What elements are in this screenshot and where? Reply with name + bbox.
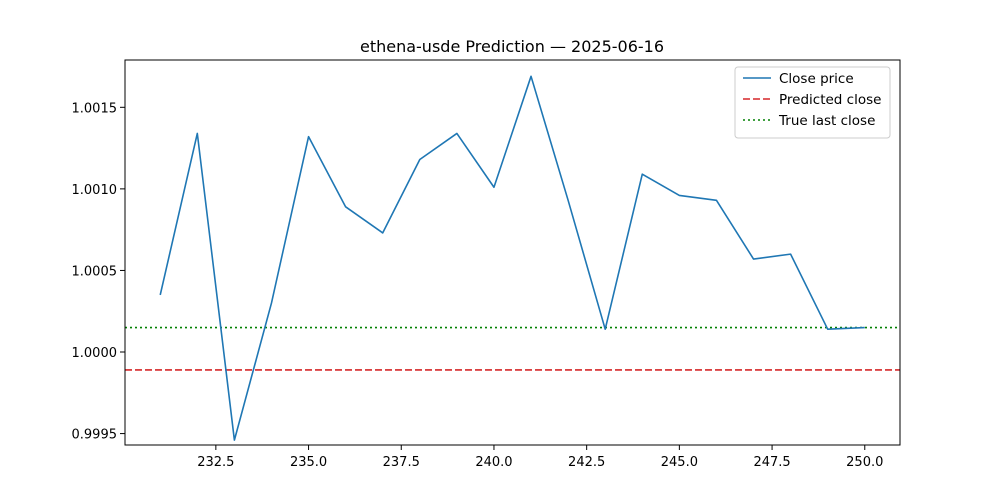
data-point [492,185,496,189]
data-point [677,193,681,197]
x-tick-label: 232.5 [197,455,234,470]
data-point [603,327,607,331]
series-line-close-price [159,75,865,441]
data-point [269,301,273,305]
reference-lines [125,326,900,371]
legend: Close price Predicted close True last clos… [734,66,891,139]
x-tick-label: 237.5 [383,455,420,470]
data-point [307,135,311,139]
data-point [195,131,199,135]
x-tick-label: 250.0 [846,455,883,470]
y-tick-label: 1.0005 [72,264,118,279]
data-point [714,198,718,202]
data-point [640,172,644,176]
x-tick-label: 242.5 [568,455,605,470]
x-tick-label: 235.0 [290,455,327,470]
data-point [789,252,793,256]
data-point [418,158,422,162]
data-point [158,293,162,297]
x-tick-label: 247.5 [753,455,790,470]
series-layer [158,74,867,442]
y-tick-label: 0.9995 [72,428,118,443]
data-point [529,74,533,78]
data-point [566,198,570,202]
x-axis: 232.5 235.0 237.5 240.0 242.5 245.0 247.5 250.0 [197,445,883,470]
data-point [381,231,385,235]
data-point [232,438,236,442]
data-point [752,257,756,261]
x-tick-label: 245.0 [661,455,698,470]
x-tick-label: 240.0 [475,455,512,470]
y-tick-label: 1.0000 [72,346,118,361]
data-point [826,327,830,331]
chart-title: ethena-usde Prediction — 2025-06-16 [360,37,664,56]
data-point [455,131,459,135]
data-point [863,326,867,330]
legend-label-predicted-close: Predicted close [779,92,881,108]
legend-label-true-last-close: True last close [778,113,875,129]
y-axis: 0.9995 1.0000 1.0005 1.0010 1.0015 [72,101,125,443]
y-tick-label: 1.0015 [72,101,118,116]
y-tick-label: 1.0010 [72,183,118,198]
legend-box [734,66,891,139]
legend-label-close-price: Close price [779,71,854,87]
data-point [344,205,348,209]
plot-frame [124,59,901,446]
